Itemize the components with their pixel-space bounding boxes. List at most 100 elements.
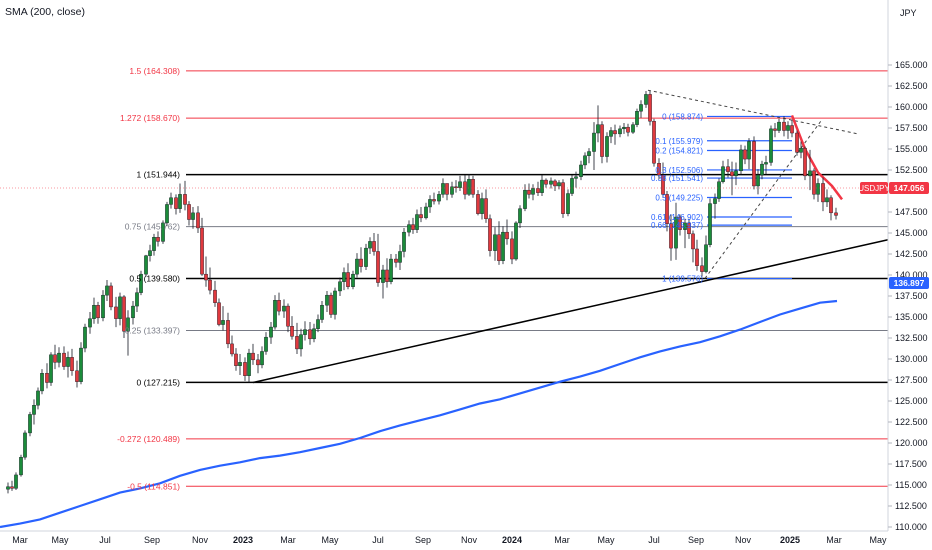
candle xyxy=(829,195,833,221)
candle xyxy=(79,342,83,385)
price-axis-ticks: 165.000 162.500 160.000 157.500 155.000 152.5… xyxy=(888,60,928,532)
candle-body xyxy=(204,273,208,281)
candle xyxy=(290,316,294,340)
x-tick-label: May xyxy=(51,535,69,545)
candle xyxy=(45,363,49,389)
candle-body xyxy=(557,182,561,187)
candle xyxy=(825,189,829,207)
candle-body xyxy=(476,194,480,214)
candle xyxy=(338,277,342,296)
candle xyxy=(747,138,751,170)
candle xyxy=(428,195,432,213)
last-price-text: 147.056 xyxy=(894,183,925,193)
candle-body xyxy=(579,164,583,177)
candle-body xyxy=(747,141,751,160)
candle-body xyxy=(743,149,747,160)
currency-label: JPY xyxy=(900,8,917,18)
candle-body xyxy=(437,194,441,202)
candle xyxy=(230,335,234,357)
candle-body xyxy=(721,166,725,182)
candle-body xyxy=(700,265,704,272)
candle-body xyxy=(234,353,238,366)
sub-fib-label: 0.2 (154.821) xyxy=(655,147,703,156)
candle-body xyxy=(536,188,540,193)
candle-body xyxy=(88,318,92,328)
candle xyxy=(553,179,557,191)
candle xyxy=(635,108,639,128)
candle xyxy=(773,122,777,138)
candle-body xyxy=(40,373,44,392)
candle-body xyxy=(544,179,548,185)
downtrend-red-line xyxy=(790,114,844,201)
x-tick-label: May xyxy=(597,535,615,545)
candle-body xyxy=(23,432,27,458)
candle xyxy=(282,299,286,318)
candle xyxy=(531,184,535,201)
sub-fib-label: 1 (139.576) xyxy=(662,275,703,284)
candle-body xyxy=(269,326,273,338)
candle xyxy=(764,155,768,175)
indicator-title[interactable]: SMA (200, close) xyxy=(5,6,85,18)
candle-body xyxy=(424,206,428,219)
candle-body xyxy=(53,354,57,363)
candle-body xyxy=(333,290,337,315)
candle-body xyxy=(631,124,635,133)
candle-body xyxy=(83,326,87,349)
candle-body xyxy=(238,362,242,366)
candle xyxy=(674,202,678,260)
candle xyxy=(6,482,10,494)
x-tick-label: May xyxy=(321,535,339,545)
candle xyxy=(303,321,307,341)
candle xyxy=(66,351,70,378)
candle-body xyxy=(480,198,484,214)
candle-body xyxy=(359,258,363,267)
candle xyxy=(678,214,682,236)
candle xyxy=(381,264,385,299)
candle xyxy=(600,121,604,164)
candle-body xyxy=(213,289,217,303)
candle xyxy=(407,220,411,237)
candle-body xyxy=(260,351,264,366)
candle xyxy=(700,257,704,277)
candle-body xyxy=(587,151,591,156)
candle-body xyxy=(312,328,316,340)
candle xyxy=(721,160,725,184)
candle xyxy=(256,353,260,374)
candle-body xyxy=(407,224,411,233)
sma-line-group xyxy=(0,299,838,529)
candle-body xyxy=(669,223,673,249)
candle xyxy=(389,254,393,285)
candle xyxy=(178,183,182,213)
y-tick-label: 142.500 xyxy=(895,249,928,259)
candle-body xyxy=(739,149,743,172)
candle-body xyxy=(708,203,712,245)
sub-fib-label: 0.3 (152.506) xyxy=(655,166,703,175)
candle xyxy=(169,192,173,209)
candle xyxy=(19,454,23,477)
candle xyxy=(329,292,333,318)
candle xyxy=(708,198,712,248)
candle xyxy=(122,295,126,338)
candle-body xyxy=(570,178,574,194)
candle-body xyxy=(574,176,578,179)
candle xyxy=(139,270,143,296)
candle xyxy=(325,290,329,312)
sub-fib-label: 0.38 (151.541) xyxy=(651,174,703,183)
x-tick-label: Jul xyxy=(372,535,384,545)
candle xyxy=(769,125,773,166)
candle xyxy=(320,301,324,323)
time-axis-ticks[interactable]: Mar May Jul Sep Nov 2023 Mar May Jul Sep Nov 2024 Ma… xyxy=(12,535,887,545)
fib-level-label: 0.25 (133.397) xyxy=(125,325,180,335)
price-axis[interactable] xyxy=(888,0,932,550)
candle xyxy=(351,270,355,290)
candle-body xyxy=(161,222,165,242)
candle xyxy=(53,344,57,370)
candle xyxy=(812,168,816,200)
support-trendline xyxy=(252,238,889,384)
x-tick-label: Mar xyxy=(554,535,570,545)
candle-body xyxy=(114,306,118,319)
candle xyxy=(126,310,130,356)
y-tick-label: 125.000 xyxy=(895,396,928,406)
candle xyxy=(161,220,165,244)
